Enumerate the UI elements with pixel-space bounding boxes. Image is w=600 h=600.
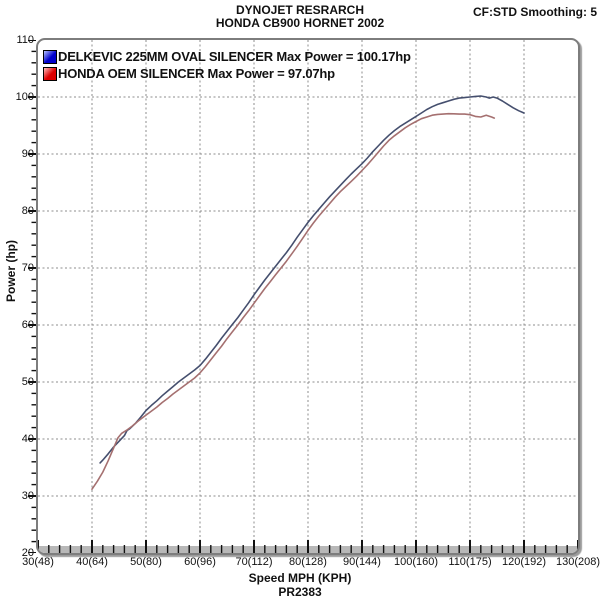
x-tick-label: 80(128) bbox=[289, 556, 327, 568]
delkevic-series-swatch bbox=[43, 49, 57, 64]
chart-canvas bbox=[38, 40, 578, 553]
power-curve-0 bbox=[99, 95, 525, 464]
run-id: PR2383 bbox=[278, 585, 322, 599]
x-axis-tick-labels: 30(48) 40(64) 50(80) 60(96) 70(112) 80(128) 90… bbox=[22, 556, 600, 570]
y-tick-label: 70 bbox=[21, 262, 34, 274]
honda-oem-series-swatch bbox=[43, 66, 57, 81]
delkevic-series-label: DELKEVIC 225MM OVAL SILENCER Max Power =… bbox=[58, 49, 411, 64]
y-tick-label: 50 bbox=[21, 376, 34, 388]
x-tick-label: 110(175) bbox=[448, 556, 492, 568]
x-tick-label: 70(112) bbox=[235, 556, 273, 568]
y-axis-tick-labels: 20 30 40 50 60 70 80 90 100 110 bbox=[0, 34, 34, 559]
x-tick-label: 130(208) bbox=[555, 556, 600, 568]
x-tick-label: 60(96) bbox=[184, 556, 216, 568]
plot-area: DELKEVIC 225MM OVAL SILENCER Max Power =… bbox=[36, 38, 580, 555]
y-tick-label: 40 bbox=[21, 433, 34, 445]
chart-title-block: DYNOJET RESRARCH HONDA CB900 HORNET 2002 bbox=[0, 4, 600, 30]
y-tick-label: 80 bbox=[21, 205, 34, 217]
x-tick-label: 50(80) bbox=[130, 556, 162, 568]
y-tick-label: 90 bbox=[21, 148, 34, 160]
legend-row-honda-oem: HONDA OEM SILENCER Max Power = 97.07hp bbox=[43, 66, 411, 81]
y-tick-label: 20 bbox=[21, 547, 34, 559]
vehicle-title: HONDA CB900 HORNET 2002 bbox=[215, 16, 385, 30]
x-tick-label: 40(64) bbox=[76, 556, 108, 568]
y-tick-label: 110 bbox=[16, 34, 34, 46]
x-tick-label: 120(192) bbox=[501, 556, 547, 568]
y-axis-ticks bbox=[28, 40, 36, 553]
power-curve-1 bbox=[91, 112, 496, 491]
x-tick-label: 30(48) bbox=[22, 556, 54, 568]
honda-oem-series-label: HONDA OEM SILENCER Max Power = 97.07hp bbox=[58, 66, 335, 81]
y-tick-label: 100 bbox=[15, 91, 34, 103]
y-tick-label: 30 bbox=[21, 490, 34, 502]
legend-row-delkevic: DELKEVIC 225MM OVAL SILENCER Max Power =… bbox=[43, 49, 411, 64]
x-axis-label: Speed MPH (KPH) bbox=[248, 571, 352, 585]
y-tick-label: 60 bbox=[21, 319, 34, 331]
dyno-company-title: DYNOJET RESRARCH bbox=[235, 3, 364, 17]
legend: DELKEVIC 225MM OVAL SILENCER Max Power =… bbox=[43, 49, 411, 83]
x-tick-label: 90(144) bbox=[343, 556, 381, 568]
x-tick-label: 100(160) bbox=[393, 556, 439, 568]
smoothing-setting: CF:STD Smoothing: 5 bbox=[473, 5, 597, 19]
